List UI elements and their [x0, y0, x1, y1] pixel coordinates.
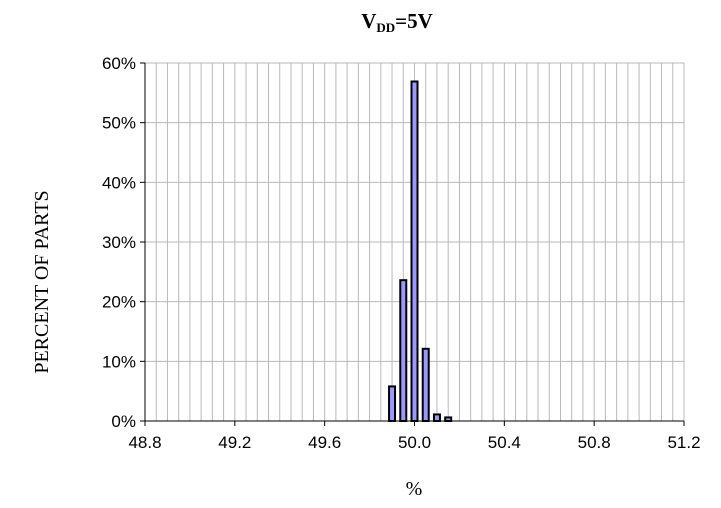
chart-title-subscript: DD — [376, 20, 395, 35]
bar — [421, 347, 430, 423]
y-axis-label: PERCENT OF PARTS — [31, 190, 53, 373]
bar — [399, 279, 408, 423]
chart-title: VDD=5V — [361, 9, 433, 35]
y-tick-label: 60% — [102, 54, 136, 73]
bars — [388, 80, 453, 423]
x-tick-label: 49.6 — [308, 433, 341, 452]
y-tick-label: 30% — [102, 233, 136, 252]
bar — [432, 413, 441, 423]
x-tick-label: 50.0 — [398, 433, 431, 452]
y-tick-label: 10% — [102, 352, 136, 371]
bar — [388, 385, 397, 423]
y-tick-label: 40% — [102, 173, 136, 192]
chart-title-main: V — [361, 9, 376, 33]
chart-title-suffix: =5V — [395, 9, 433, 33]
x-tick-label: 48.8 — [128, 433, 161, 452]
y-tick-label: 50% — [102, 114, 136, 133]
x-tick-label: 51.2 — [667, 433, 700, 452]
bar — [444, 416, 453, 423]
tick-labels: 0% 10% 20% 30% 40% 50% 60% 48.8 49.2 49.6 50.0 50.4… — [102, 54, 701, 452]
x-tick-label: 49.2 — [218, 433, 251, 452]
x-axis-label: % — [406, 478, 423, 500]
y-tick-label: 20% — [102, 293, 136, 312]
x-tick-label: 50.8 — [578, 433, 611, 452]
y-tick-label: 0% — [111, 412, 136, 431]
x-tick-label: 50.4 — [488, 433, 521, 452]
axes — [140, 62, 685, 426]
bar — [410, 80, 419, 422]
